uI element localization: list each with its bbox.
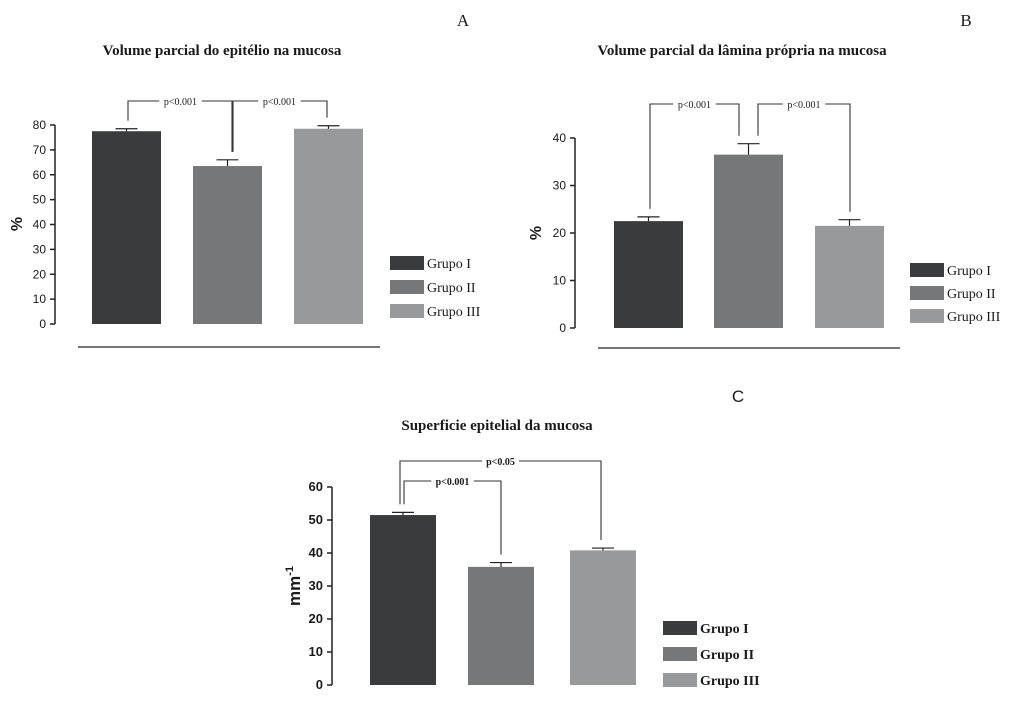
- y-tick-label: 20: [309, 611, 323, 626]
- legend-swatch-2: [663, 647, 697, 661]
- y-axis: 0 10 20 30 40: [553, 131, 576, 335]
- legend: Grupo I Grupo II Grupo III: [390, 256, 481, 320]
- legend-swatch-1: [663, 621, 697, 635]
- legend-swatch-1: [910, 263, 944, 277]
- significance-brackets: p<0.001 p<0.05: [399, 457, 602, 555]
- legend-swatch-1: [390, 256, 424, 270]
- bar-2: [714, 154, 783, 328]
- p-value-label: p<0.001: [787, 100, 820, 111]
- legend-label-2: Grupo II: [427, 281, 476, 296]
- p-value-label: p<0.05: [486, 457, 515, 468]
- y-tick-label: 0: [559, 321, 566, 335]
- p-value-label: p<0.001: [263, 97, 296, 108]
- y-tick-label: 20: [553, 226, 567, 240]
- y-tick-label: 20: [33, 267, 47, 281]
- y-axis-label-exponent: -1: [284, 566, 296, 576]
- y-tick-label: 30: [553, 179, 567, 193]
- legend-label-3: Grupo III: [700, 674, 760, 689]
- y-tick-label: 0: [39, 317, 46, 331]
- chart-title: Volume parcial do epitélio na mucosa: [103, 43, 342, 59]
- y-tick-label: 40: [553, 131, 567, 145]
- p-value-label: p<0.001: [436, 477, 470, 488]
- y-tick-label: 10: [33, 292, 47, 306]
- bar-1: [92, 131, 161, 324]
- y-tick-label: 60: [33, 168, 47, 182]
- legend-label-3: Grupo III: [947, 310, 1001, 325]
- label-knockout: [159, 99, 202, 103]
- chart-panel-c: C Superficie epitelial da mucosa 0 10 20 30 40…: [284, 387, 760, 692]
- y-tick-label: 30: [33, 242, 47, 256]
- legend-swatch-3: [910, 309, 944, 323]
- y-tick-label: 10: [553, 274, 567, 288]
- y-tick-label: 60: [309, 479, 323, 494]
- bar-3: [570, 550, 636, 685]
- legend-swatch-3: [663, 673, 697, 687]
- y-axis: 0 10 20 30 40 50 60: [309, 479, 333, 692]
- legend-label-1: Grupo I: [427, 257, 471, 272]
- p-value-label: p<0.001: [164, 97, 197, 108]
- panel-label: B: [960, 11, 971, 30]
- significance-brackets: p<0.001 p<0.001: [127, 97, 328, 152]
- bar-3: [294, 128, 363, 324]
- y-axis: 0 10 20 30 40 50 60 70 80: [33, 118, 56, 331]
- bar-3: [815, 225, 884, 328]
- y-tick-label: 10: [309, 644, 323, 659]
- y-tick-label: 50: [33, 193, 47, 207]
- y-tick-label: 40: [309, 545, 323, 560]
- bar-2: [468, 566, 534, 685]
- legend-label-3: Grupo III: [427, 305, 481, 320]
- legend: Grupo I Grupo II Grupo III: [910, 263, 1001, 325]
- legend-label-1: Grupo I: [700, 622, 749, 637]
- label-knockout: [782, 102, 826, 106]
- y-tick-label: 0: [316, 677, 323, 692]
- y-tick-label: 40: [33, 218, 47, 232]
- y-axis-label: mm-1: [284, 566, 304, 606]
- legend: Grupo I Grupo II Grupo III: [663, 621, 760, 689]
- p-value-label: p<0.001: [678, 100, 711, 111]
- label-knockout: [482, 459, 519, 463]
- significance-brackets: p<0.001 p<0.001: [649, 100, 851, 212]
- y-axis-label: %: [528, 226, 545, 240]
- y-tick-label: 80: [33, 118, 47, 132]
- label-knockout: [258, 99, 301, 103]
- legend-label-1: Grupo I: [947, 264, 991, 279]
- bar-1: [614, 221, 683, 328]
- legend-swatch-2: [390, 280, 424, 294]
- label-knockout: [431, 479, 474, 483]
- panel-label: C: [732, 387, 744, 406]
- chart-panel-a: A Volume parcial do epitélio na mucosa 0 10…: [9, 11, 481, 348]
- y-tick-label: 30: [309, 578, 323, 593]
- y-axis-label: %: [9, 217, 26, 231]
- chart-title: Superficie epitelial da mucosa: [401, 418, 593, 434]
- y-tick-label: 50: [309, 512, 323, 527]
- label-knockout: [673, 102, 716, 106]
- legend-swatch-3: [390, 304, 424, 318]
- panel-label: A: [457, 11, 470, 30]
- legend-swatch-2: [910, 286, 944, 300]
- y-tick-label: 70: [33, 143, 47, 157]
- legend-label-2: Grupo II: [947, 287, 996, 302]
- chart-title: Volume parcial da lâmina própria na muco…: [597, 43, 887, 59]
- chart-panel-b: B Volume parcial da lâmina própria na muc…: [528, 11, 1001, 349]
- bar-2: [193, 166, 262, 324]
- legend-label-2: Grupo II: [700, 648, 754, 663]
- bar-1: [370, 515, 436, 685]
